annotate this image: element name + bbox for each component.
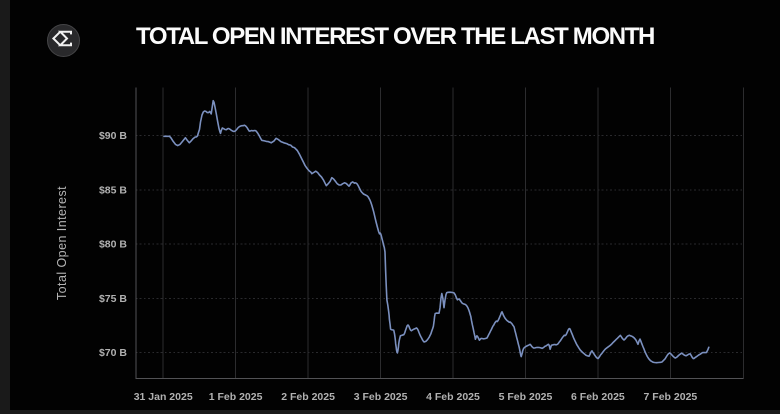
svg-text:7 Feb 2025: 7 Feb 2025: [644, 391, 698, 403]
svg-text:3 Feb 2025: 3 Feb 2025: [354, 391, 408, 403]
svg-text:$90 B: $90 B: [99, 130, 127, 142]
svg-text:31 Jan 2025: 31 Jan 2025: [134, 391, 193, 403]
svg-text:Total Open Interest: Total Open Interest: [55, 186, 69, 300]
svg-text:1 Feb 2025: 1 Feb 2025: [209, 391, 263, 403]
svg-text:$75 B: $75 B: [99, 293, 127, 305]
svg-text:6 Feb 2025: 6 Feb 2025: [571, 391, 625, 403]
svg-text:5 Feb 2025: 5 Feb 2025: [499, 391, 553, 403]
svg-text:4 Feb 2025: 4 Feb 2025: [426, 391, 480, 403]
svg-text:$80 B: $80 B: [99, 239, 127, 251]
svg-text:$70 B: $70 B: [99, 347, 127, 359]
svg-text:2 Feb 2025: 2 Feb 2025: [281, 391, 335, 403]
svg-text:$85 B: $85 B: [99, 184, 127, 196]
